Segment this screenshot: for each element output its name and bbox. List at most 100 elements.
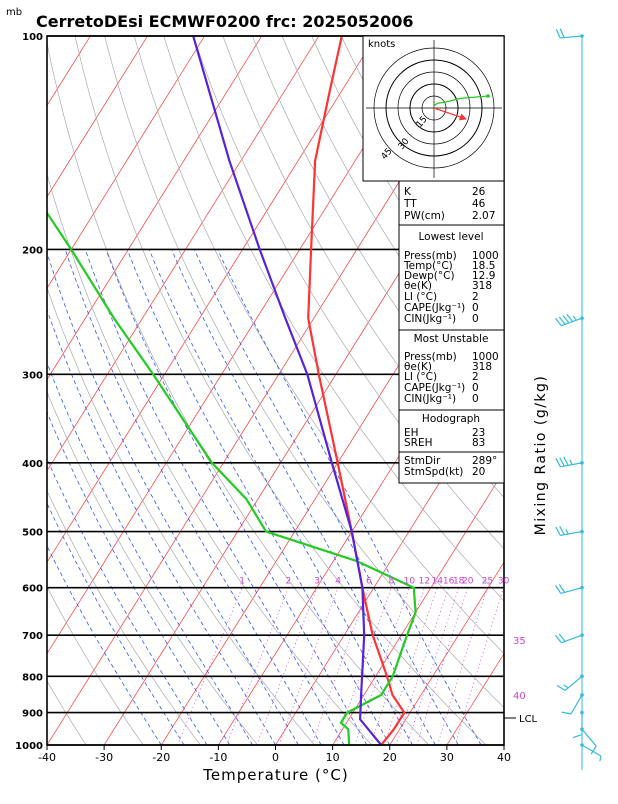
x-tick-label: 40 bbox=[497, 751, 511, 764]
pressure-tick-label: 800 bbox=[22, 672, 43, 683]
pressure-tick-label: 100 bbox=[22, 32, 43, 43]
barb-flag bbox=[562, 712, 571, 714]
barb-flag bbox=[556, 29, 560, 38]
barb-point bbox=[580, 693, 584, 697]
barb-flag bbox=[556, 527, 561, 535]
dry-adiabat bbox=[0, 36, 86, 745]
index-value: 26 bbox=[472, 186, 486, 198]
index-value: 2.07 bbox=[472, 210, 495, 222]
theta-label: 40 bbox=[513, 691, 526, 702]
barb-staff bbox=[582, 729, 596, 746]
moist-adiabat bbox=[27, 249, 275, 745]
theta-labels: 35 40 bbox=[513, 636, 526, 702]
wind-barb bbox=[555, 633, 583, 642]
pressure-tick-label: 1000 bbox=[15, 741, 43, 752]
mixing-ratio-line bbox=[279, 588, 338, 745]
isotherm bbox=[0, 36, 90, 745]
index-value: 20 bbox=[472, 466, 485, 478]
x-tick-label: 30 bbox=[440, 751, 454, 764]
x-axis-label: Temperature (°C) bbox=[202, 766, 348, 784]
index-label: K bbox=[404, 186, 412, 198]
mixing-ratio-label: 6 bbox=[366, 577, 372, 587]
wind-barb bbox=[556, 457, 584, 467]
isotherm bbox=[561, 36, 618, 745]
barb-staff bbox=[561, 318, 582, 326]
mixing-ratio-line bbox=[312, 588, 369, 745]
barb-flag bbox=[560, 29, 564, 38]
mixing-ratio-label: 1 bbox=[239, 577, 245, 587]
index-value: 0 bbox=[472, 313, 479, 325]
barb-flag bbox=[560, 526, 565, 534]
barb-half-flag bbox=[573, 316, 576, 320]
barb-point bbox=[580, 34, 584, 38]
profiles bbox=[5, 36, 416, 745]
x-axis: -40 -30 -20 -10 0 10 20 30 40 bbox=[38, 745, 511, 764]
x-tick-label: 10 bbox=[326, 751, 340, 764]
wind-barb bbox=[555, 314, 583, 326]
index-value: 0 bbox=[472, 393, 479, 405]
barb-half-flag bbox=[600, 756, 601, 761]
index-value: 83 bbox=[472, 437, 485, 449]
pressure-tick-label: 600 bbox=[22, 584, 43, 595]
x-tick-label: 0 bbox=[272, 751, 279, 764]
x-tick-label: -40 bbox=[38, 751, 56, 764]
index-label: TT bbox=[403, 198, 417, 210]
pressure-tick-label: 200 bbox=[22, 245, 43, 256]
barb-flag bbox=[573, 735, 582, 738]
moist-adiabat bbox=[172, 249, 436, 745]
mixing-ratio-label: 30 bbox=[498, 577, 510, 587]
mixing-ratio-label: 14 bbox=[432, 577, 444, 587]
barb-staff bbox=[561, 635, 582, 643]
mixing-ratio-label: 20 bbox=[462, 577, 474, 587]
barb-flag bbox=[560, 458, 565, 466]
parcel-line bbox=[193, 36, 381, 745]
mixing-ratio-line bbox=[257, 588, 317, 745]
barb-flag bbox=[556, 458, 561, 466]
dewpoint-line bbox=[5, 36, 416, 745]
pressure-tick-label: 500 bbox=[22, 528, 43, 539]
barb-point bbox=[580, 316, 584, 320]
mixing-ratio-label: 4 bbox=[335, 577, 341, 587]
mixing-ratio-line bbox=[417, 588, 468, 745]
x-tick-label: 20 bbox=[383, 751, 397, 764]
index-label: PW(cm) bbox=[404, 210, 445, 222]
mixing-ratio-label: 12 bbox=[419, 577, 430, 587]
barb-flag bbox=[564, 457, 569, 465]
mixing-ratio-line bbox=[227, 588, 289, 745]
mixing-ratio-label: 2 bbox=[286, 577, 292, 587]
pressure-tick-label: 300 bbox=[22, 370, 43, 381]
most-unstable-title: Most Unstable bbox=[414, 333, 489, 345]
moist-adiabat bbox=[46, 249, 299, 745]
barb-point bbox=[580, 727, 584, 731]
hodograph-title: Hodograph bbox=[422, 413, 480, 425]
chart-title: CerretoDEsi ECMWF0200 frc: 2025052006 bbox=[36, 12, 414, 31]
pressure-tick-label: 400 bbox=[22, 459, 43, 470]
moist-adiabat bbox=[65, 249, 321, 745]
x-tick-label: -30 bbox=[95, 751, 113, 764]
wind-barb bbox=[556, 584, 584, 593]
wind-barb bbox=[556, 526, 584, 535]
mixing-ratio-label: 8 bbox=[389, 577, 395, 587]
mixing-ratio-label: 25 bbox=[482, 577, 493, 587]
pressure-tick-label: 900 bbox=[22, 709, 43, 720]
theta-label: 35 bbox=[513, 636, 526, 647]
index-label: SREH bbox=[404, 437, 433, 449]
dry-adiabat bbox=[489, 36, 618, 745]
barb-flag bbox=[557, 685, 565, 690]
x-tick-label: -20 bbox=[152, 751, 170, 764]
barb-point bbox=[580, 530, 584, 534]
x-tick-label: -10 bbox=[209, 751, 227, 764]
barb-point bbox=[580, 674, 584, 678]
barb-flag bbox=[556, 585, 561, 593]
wind-barb bbox=[573, 711, 584, 738]
barb-point bbox=[580, 586, 584, 590]
barb-staff bbox=[565, 676, 582, 690]
wind-barb bbox=[562, 693, 584, 714]
barb-half-flag bbox=[564, 685, 568, 688]
pressure-unit: mb bbox=[6, 7, 22, 18]
